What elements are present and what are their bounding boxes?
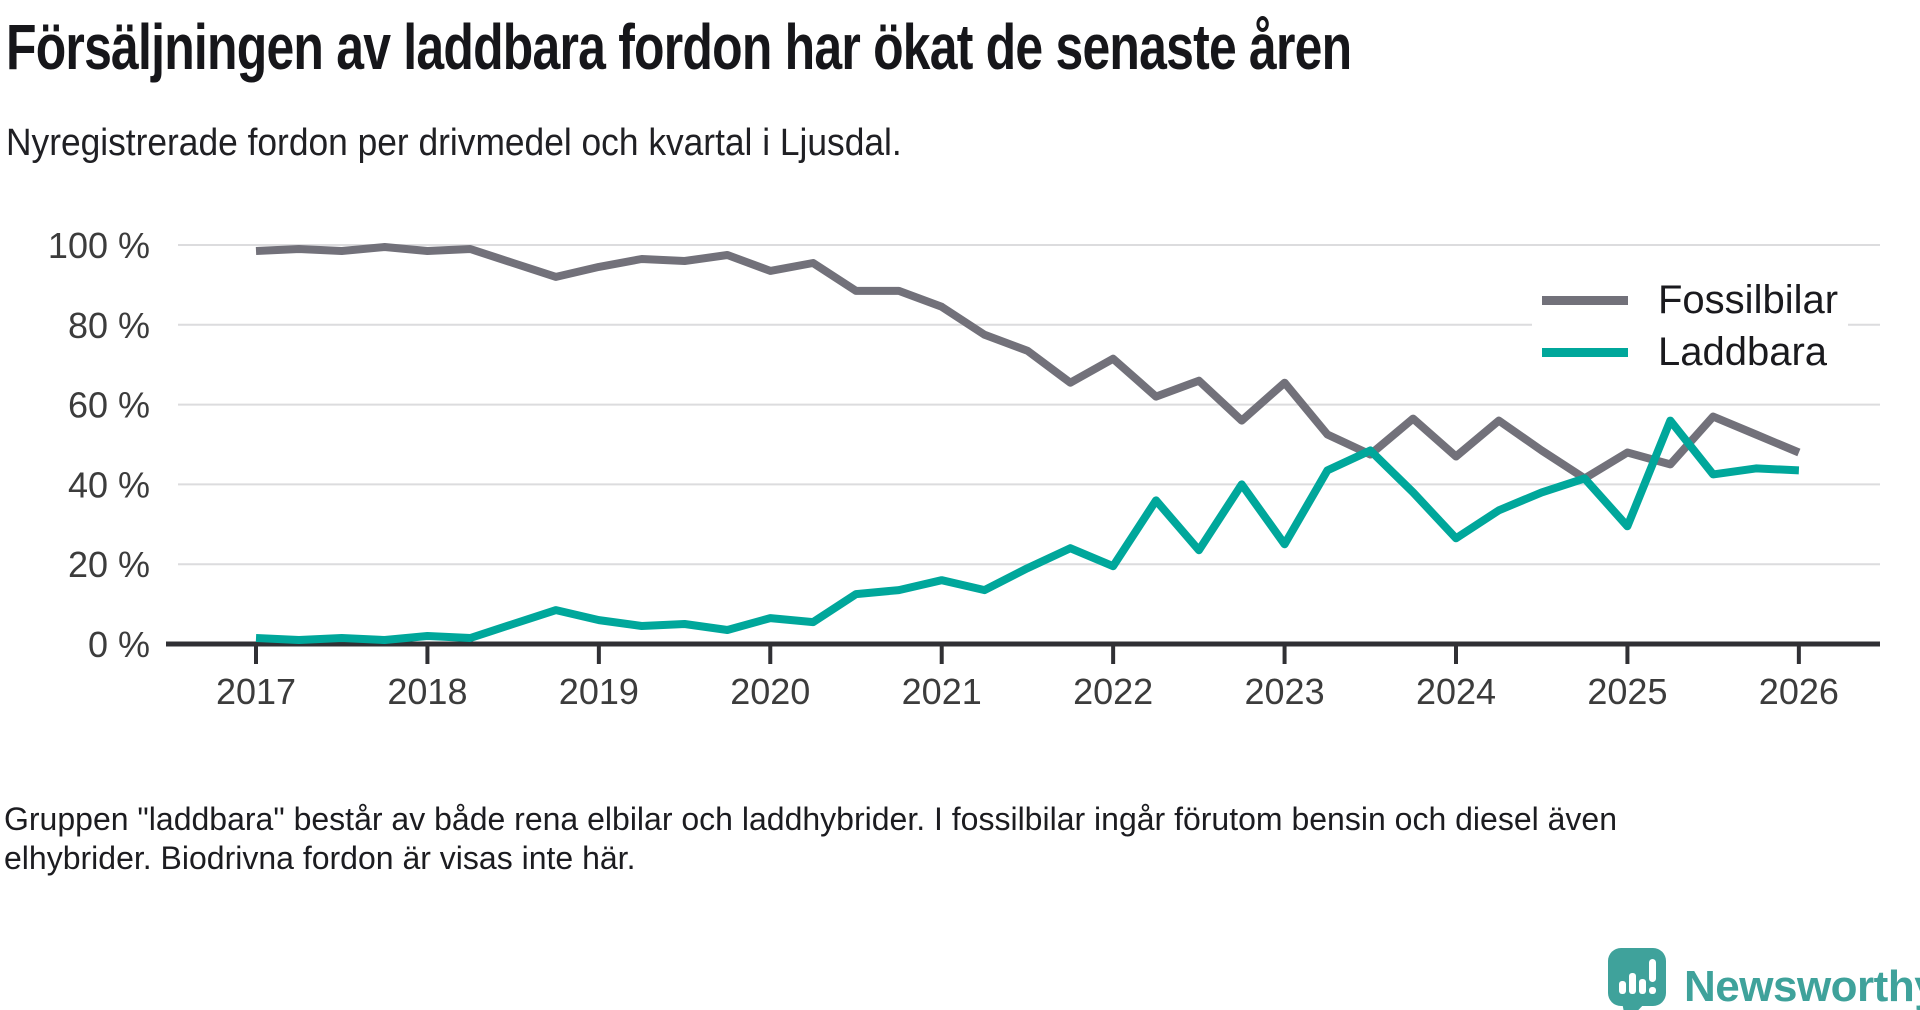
laddbara-line-swatch bbox=[1542, 347, 1628, 357]
x-axis-label: 2024 bbox=[1416, 671, 1496, 712]
chart-footnote: Gruppen "laddbara" består av både rena e… bbox=[4, 800, 1617, 878]
x-axis-label: 2023 bbox=[1245, 671, 1325, 712]
x-axis-label: 2025 bbox=[1587, 671, 1667, 712]
series-line-laddbara bbox=[255, 416, 1800, 644]
legend-item-laddbara: Laddbara bbox=[1542, 326, 1838, 378]
newsworthy-logo-icon bbox=[1608, 948, 1666, 1010]
chart-legend: Fossilbilar Laddbara bbox=[1532, 270, 1849, 382]
series-line-fossilbilar bbox=[255, 243, 1801, 483]
x-axis-label: 2020 bbox=[730, 671, 810, 712]
y-axis-label: 100 % bbox=[48, 225, 150, 266]
y-axis-label: 0 % bbox=[88, 624, 150, 665]
legend-item-fossilbilar: Fossilbilar bbox=[1542, 274, 1838, 326]
x-axis-label: 2017 bbox=[216, 671, 296, 712]
newsworthy-logo: Newsworthy bbox=[1608, 948, 1920, 1010]
footnote-line-1: Gruppen "laddbara" består av både rena e… bbox=[4, 801, 1618, 837]
legend-label: Fossilbilar bbox=[1658, 277, 1839, 322]
x-axis-label: 2021 bbox=[902, 671, 982, 712]
fossilbilar-line-swatch bbox=[1542, 295, 1628, 305]
x-axis-label: 2026 bbox=[1759, 671, 1839, 712]
y-axis-label: 40 % bbox=[68, 464, 150, 505]
y-axis-label: 20 % bbox=[68, 544, 150, 585]
footnote-line-2: elhybrider. Biodrivna fordon är visas in… bbox=[4, 840, 636, 876]
page-title: Försäljningen av laddbara fordon har öka… bbox=[6, 11, 1352, 83]
line-chart: 0 % 20 % 40 % 60 % 80 % 100 % 2017 2018 2019 2020… bbox=[48, 225, 1880, 712]
y-axis-label: 60 % bbox=[68, 385, 150, 426]
legend-label: Laddbara bbox=[1658, 329, 1828, 374]
y-axis-label: 80 % bbox=[68, 305, 150, 346]
x-axis-label: 2022 bbox=[1073, 671, 1153, 712]
page-subtitle: Nyregistrerade fordon per drivmedel och … bbox=[6, 122, 902, 164]
x-axis-label: 2019 bbox=[559, 671, 639, 712]
x-axis-label: 2018 bbox=[387, 671, 467, 712]
newsworthy-logo-text: Newsworthy bbox=[1684, 962, 1920, 1010]
